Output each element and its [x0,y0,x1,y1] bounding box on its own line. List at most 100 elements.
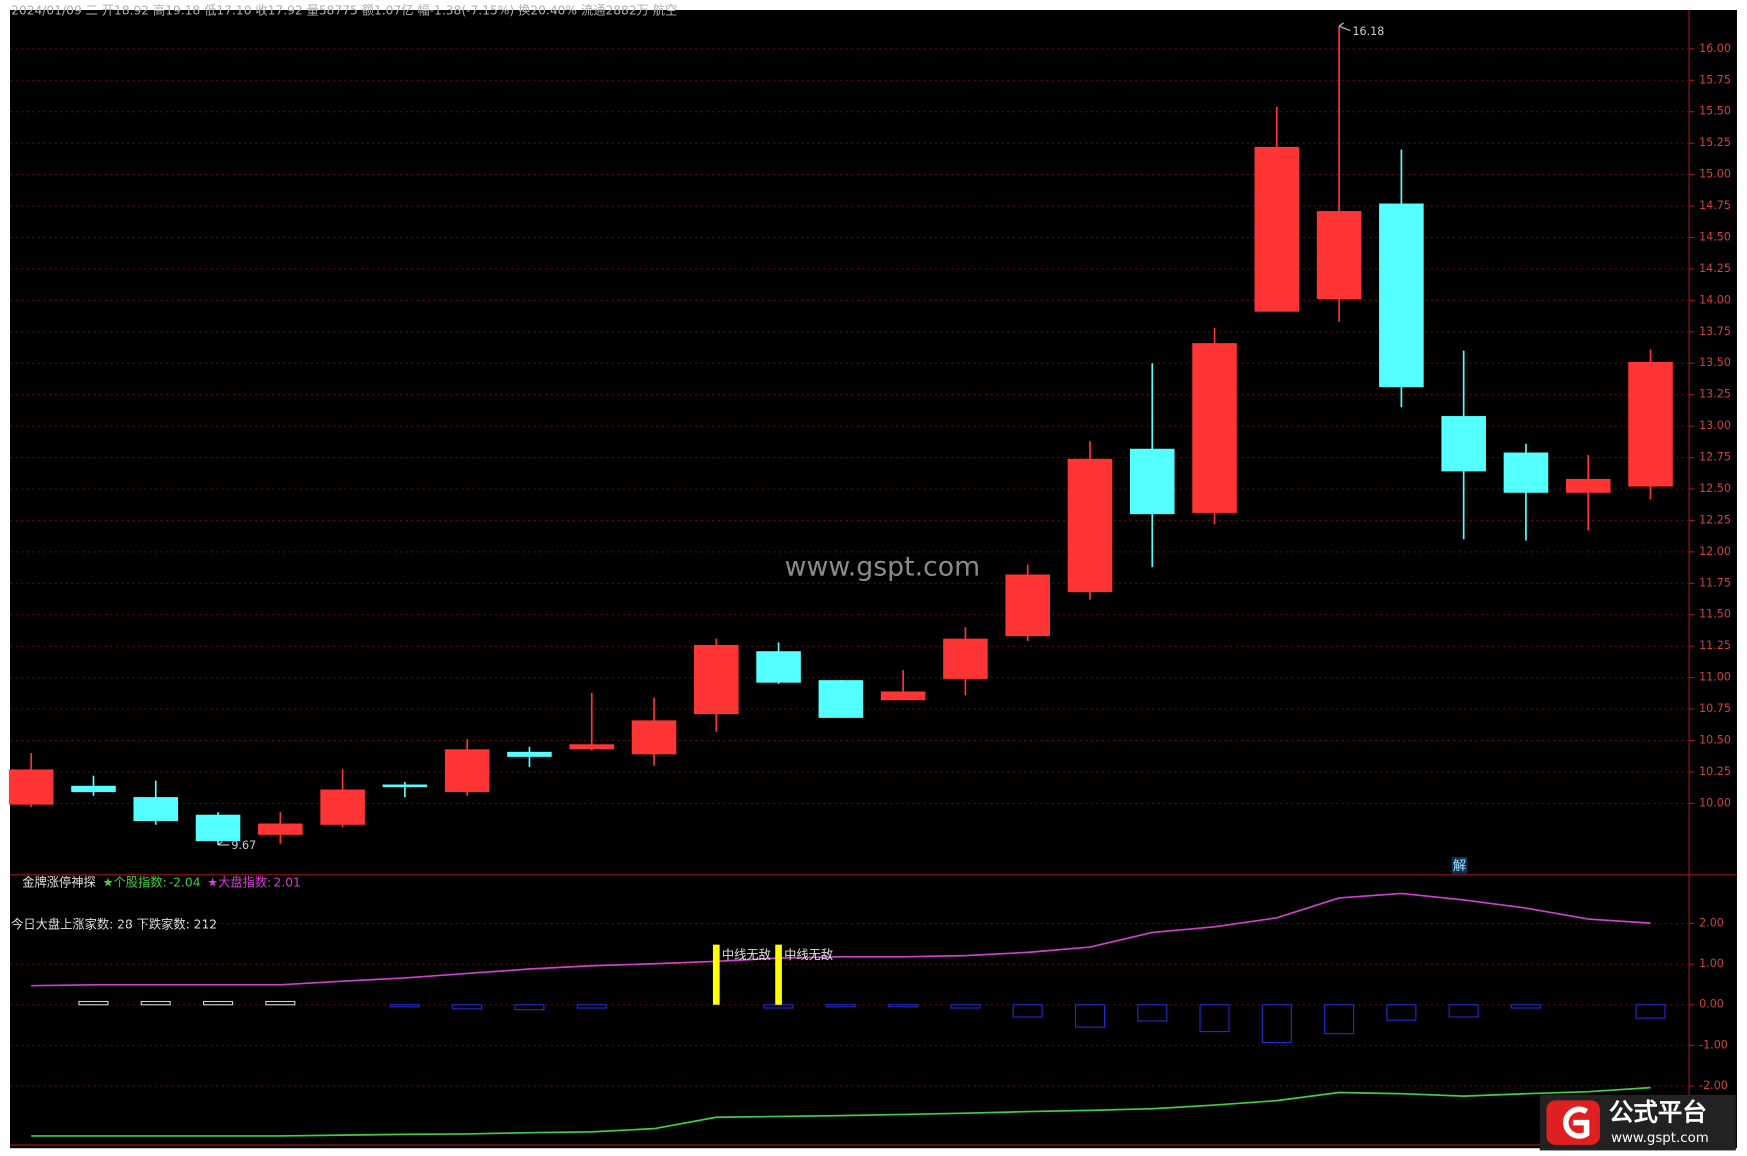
y-tick-label: 10.00 [1699,796,1731,809]
histogram-bar [265,1000,296,1006]
logo: 公式平台 www.gspt.com [1539,1094,1736,1151]
y-tick-label: 11.25 [1699,639,1731,652]
y-tick-label: 14.00 [1699,293,1731,306]
candle-body [569,744,615,750]
marker: 解 [1453,858,1466,874]
y-tick-label: 12.00 [1699,545,1731,558]
y-tick-label: 14.50 [1699,230,1731,243]
y-tick-label: 14.75 [1699,199,1731,212]
candle-body [1565,478,1611,493]
legend-name: ★个股指数: [102,874,166,889]
y-tick-label: 10.75 [1699,702,1731,715]
candle-body [880,691,926,701]
candle-body [1441,416,1486,472]
indicator-legend: 金牌涨停神探 ★个股指数: -2.04 ★大盘指数: 2.01 [22,874,301,889]
indicator-title: 金牌涨停神探 [22,874,96,889]
y-tick-label: 10.25 [1699,765,1731,778]
histogram-bar [389,1004,420,1008]
y-tick-label: 11.75 [1699,576,1731,589]
candle-body [818,680,864,718]
y-tick-label: 13.00 [1699,419,1731,432]
candle-body [943,638,988,679]
candle-body [756,651,801,683]
histogram-bar [1324,1004,1355,1035]
legend-value: -2.04 [169,875,201,889]
y-tick-label: -1.00 [1699,1038,1728,1051]
y-tick-label: -2.00 [1699,1079,1728,1092]
candle-body [8,769,54,805]
logo-title: 公式平台 [1609,1098,1707,1127]
histogram-bar [1012,1004,1043,1018]
annotation-arrow [1338,22,1351,32]
histogram-bar [1074,1004,1106,1028]
candle-body [258,823,303,835]
y-tick-label: 12.75 [1699,451,1731,464]
signal-label: 中线无敌 [784,947,833,962]
histogram-bar [576,1004,607,1009]
background [10,10,1737,1149]
candle-body [1005,574,1050,637]
y-tick-label: 11.50 [1699,608,1731,621]
histogram-bar [1635,1004,1666,1019]
logo-url: www.gspt.com [1611,1131,1709,1146]
candle-body [1254,146,1300,312]
y-tick-label: 13.50 [1699,356,1731,369]
breadth-text: 今日大盘上涨家数: 28 下跌家数: 212 [11,916,217,931]
histogram-bar [825,1004,856,1008]
y-tick-label: 15.00 [1699,168,1731,181]
y-tick-label: 13.25 [1699,388,1731,401]
candle-body [631,720,677,755]
legend-name: ★大盘指数: [207,874,271,889]
histogram-bar [1510,1004,1541,1009]
candle-body [320,789,365,825]
candle-body [444,749,490,793]
y-tick-label: 11.00 [1699,671,1731,684]
signal-bar [712,944,720,1005]
candle-body [382,784,428,788]
candle-body [1067,458,1113,593]
candle-body [1129,448,1175,515]
marker-box [1451,856,1468,874]
y-tick-label: 14.25 [1699,262,1731,275]
histogram-bar [514,1004,545,1011]
low-label: 9.67 [231,839,256,852]
candle-body [507,751,552,757]
candle-body [1316,211,1362,300]
histogram-bar [140,1000,171,1006]
histogram-bar [78,1000,109,1006]
y-tick-label: 16.00 [1699,42,1731,55]
candle-body [1379,203,1424,388]
logo-glyph [1563,1106,1590,1139]
header: 2024/01/09 二 开18.92 高19.18 低17.10 收17.92… [11,3,677,18]
y-tick-label: 2.00 [1699,917,1724,930]
y-tick-label: 15.50 [1699,105,1731,118]
signal-bar [775,944,782,1005]
candle-body [133,797,179,821]
histogram-bar [1448,1004,1479,1018]
annotation-arrow [217,841,230,846]
candle-body [71,785,116,793]
histogram-bar [202,1000,234,1006]
y-tick-label: 15.25 [1699,136,1731,149]
histogram-bar [452,1004,483,1010]
legend-value: 2.01 [274,875,301,889]
histogram-bar [950,1004,981,1009]
candle-body [1192,343,1237,513]
histogram-bar [888,1004,919,1008]
y-tick-label: 12.25 [1699,513,1731,526]
y-tick-label: 10.50 [1699,734,1731,747]
indicator-line [31,892,1651,987]
candle-body [694,644,739,715]
y-tick-label: 12.50 [1699,482,1731,495]
high-label: 16.18 [1352,25,1384,38]
watermark: www.gspt.com [785,552,980,583]
y-tick-label: 1.00 [1699,957,1724,970]
indicator-line [31,1086,1651,1137]
histogram-bar [1386,1004,1417,1021]
histogram-bar [1137,1004,1168,1022]
candle-body [195,814,241,842]
candle-body [1503,452,1549,493]
y-tick-label: 0.00 [1699,998,1724,1011]
histogram-bar [1199,1004,1230,1033]
